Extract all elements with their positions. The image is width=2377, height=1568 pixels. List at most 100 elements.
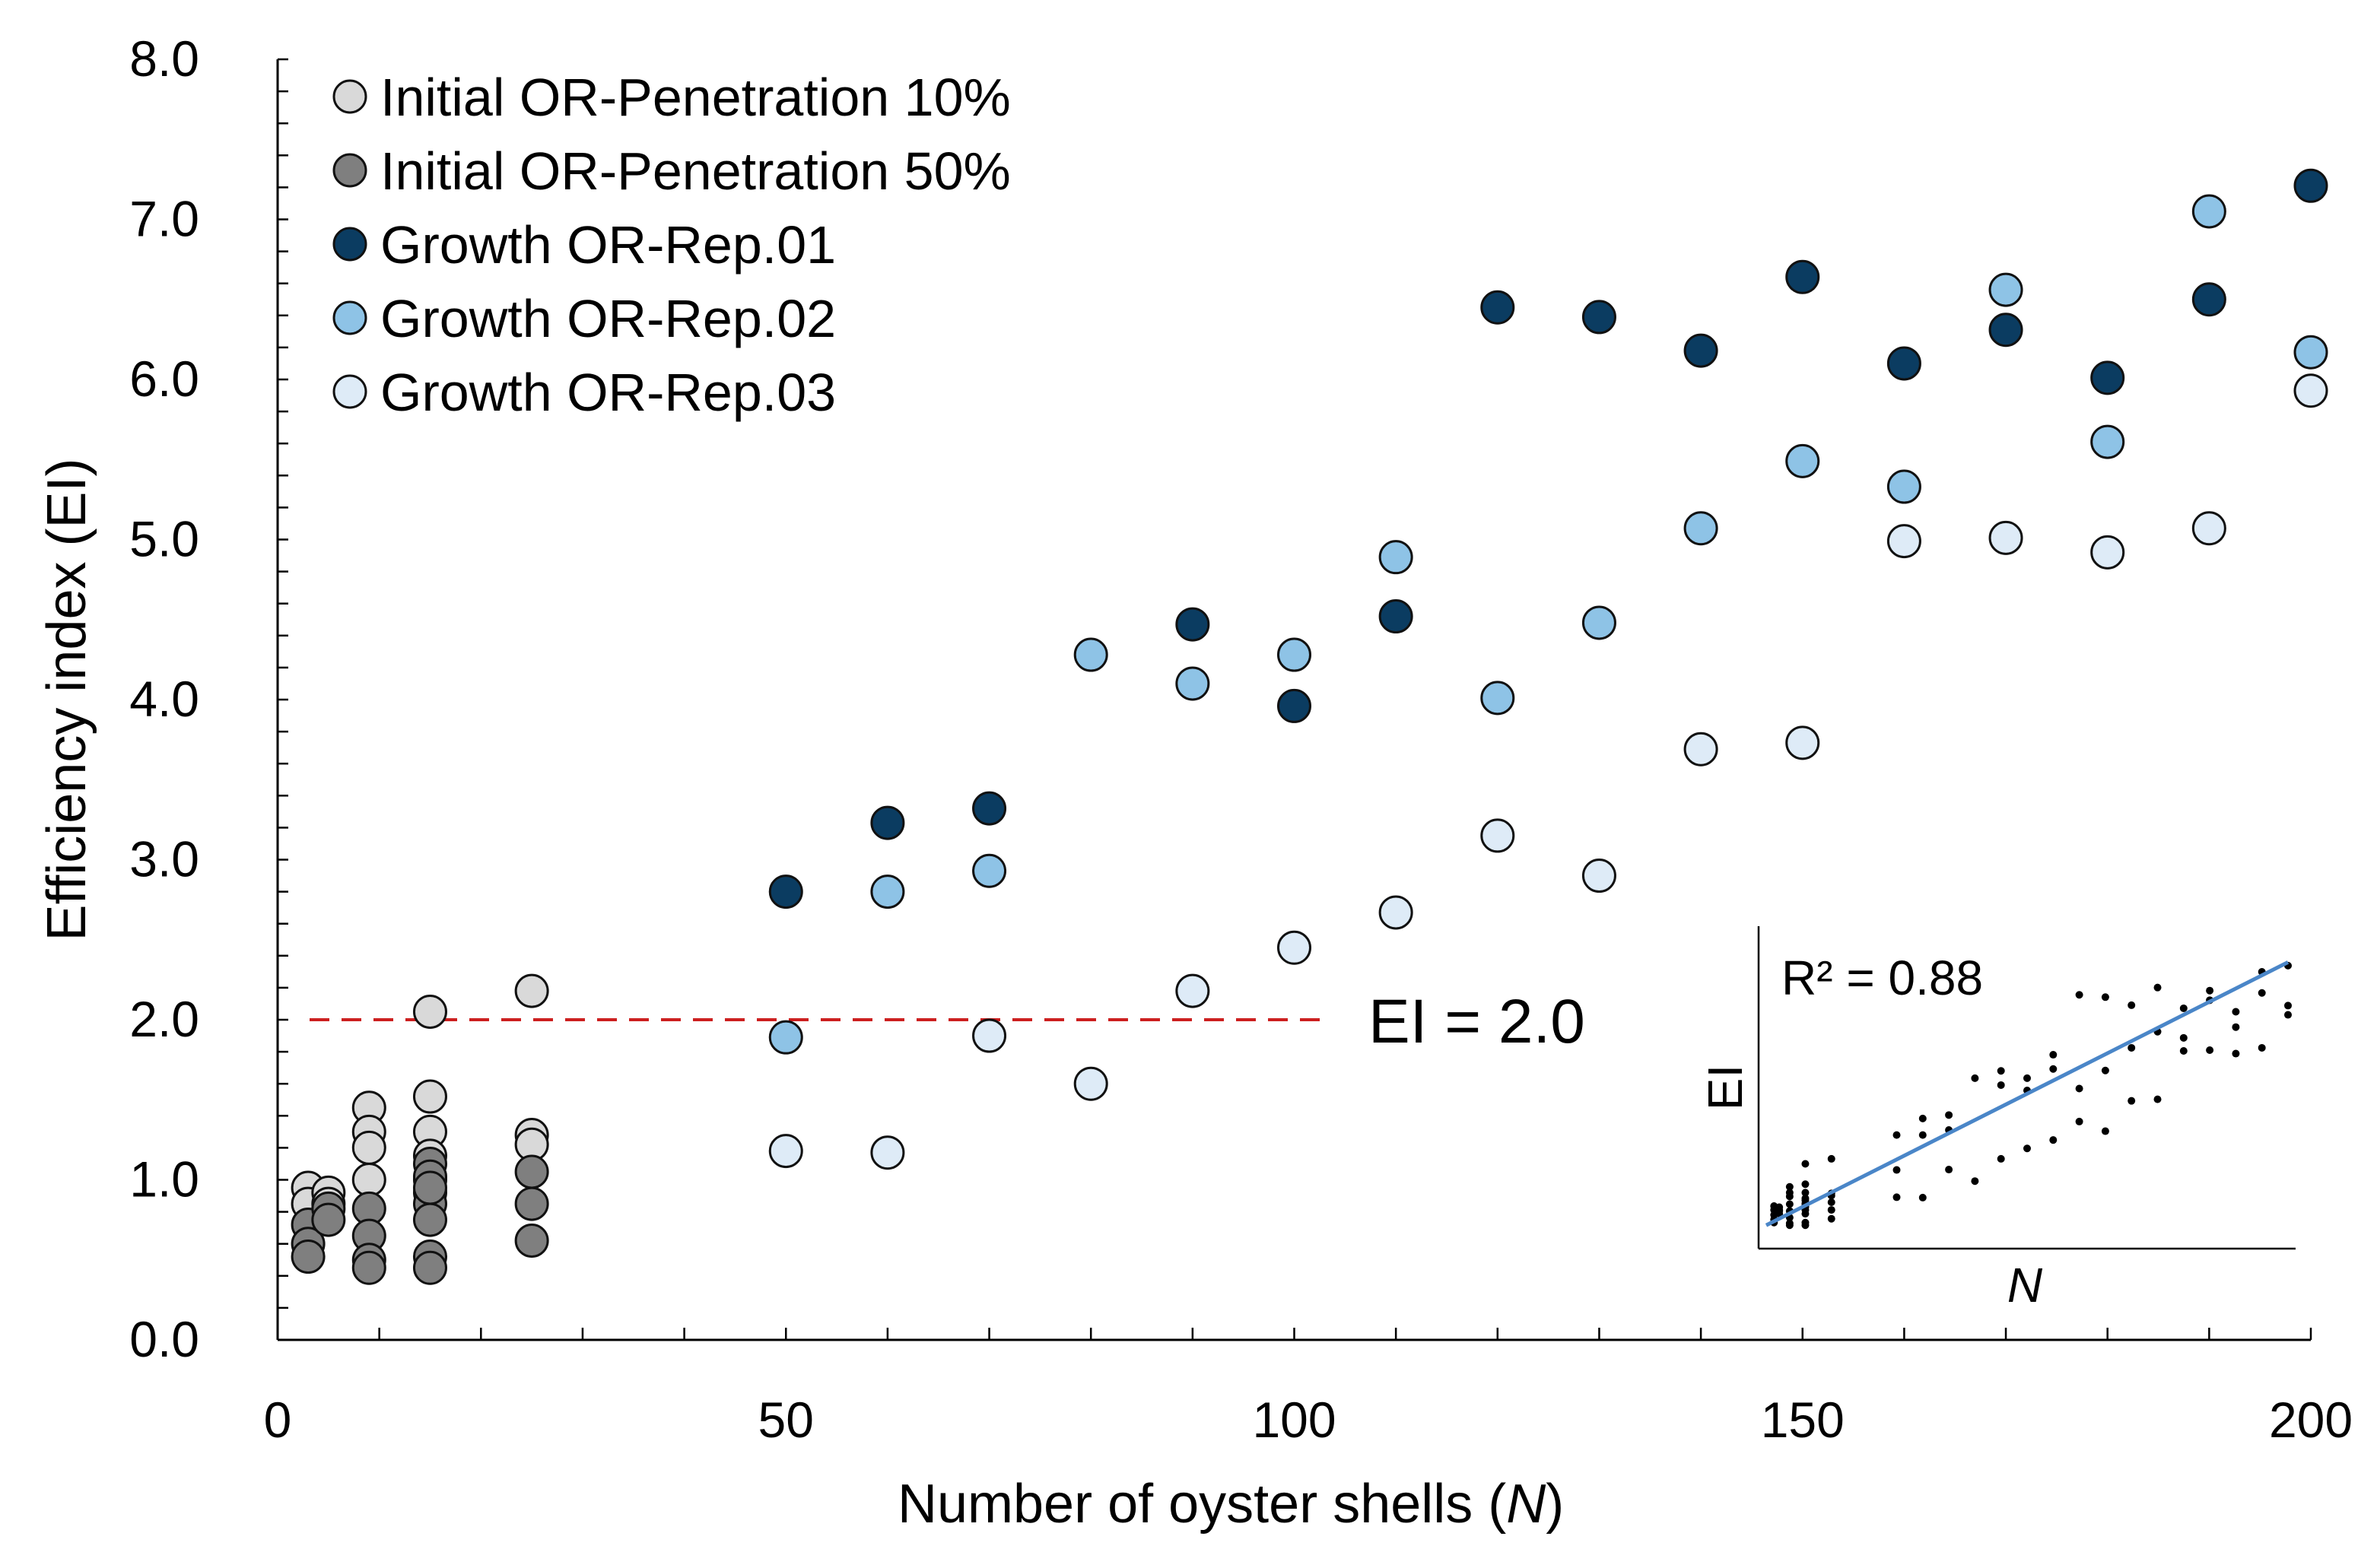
legend-marker-4 (332, 300, 367, 335)
inset-point (1827, 1198, 1835, 1206)
inset-point (1827, 1154, 1835, 1163)
inset-point (2049, 1136, 2058, 1144)
legend-label-4: Growth OR-Rep.02 (380, 289, 836, 348)
point-series-4 (1785, 443, 1820, 478)
inset-point (2128, 1001, 2136, 1009)
inset-x-label: N (2007, 1258, 2043, 1312)
point-series-5 (2090, 535, 2125, 570)
inset-point (1801, 1180, 1810, 1189)
point-series-5 (1581, 859, 1616, 894)
point-series-4 (1480, 681, 1515, 716)
reference-line-label: EI = 2.0 (1368, 987, 1585, 1056)
y-tick-label: 7.0 (129, 191, 199, 247)
inset-point (2179, 1004, 2188, 1012)
inset-point (2128, 1097, 2136, 1105)
inset-point (2023, 1144, 2031, 1153)
x-tick-label: 150 (1761, 1392, 1845, 1448)
inset-point (1918, 1193, 1927, 1201)
y-tick-label: 2.0 (129, 991, 199, 1047)
point-series-2 (412, 1202, 447, 1237)
inset-trendline (1765, 960, 2290, 1227)
inset-y-label: EI (1698, 1065, 1753, 1110)
point-series-4 (2090, 424, 2125, 459)
point-series-1 (412, 1079, 447, 1114)
inset-point (1801, 1189, 1810, 1197)
point-series-4 (1277, 637, 1311, 672)
y-tick-label: 5.0 (129, 511, 199, 567)
point-series-3 (972, 791, 1007, 826)
point-series-4 (1988, 272, 2023, 307)
inset-point (1801, 1160, 1810, 1168)
point-series-5 (1378, 895, 1413, 930)
point-series-5 (1683, 732, 1718, 767)
inset-point (2284, 1011, 2292, 1019)
inset-point (2206, 1046, 2214, 1054)
inset-point (2232, 1023, 2240, 1031)
point-series-2 (351, 1250, 386, 1285)
point-series-5 (768, 1134, 803, 1169)
point-series-4 (870, 874, 905, 909)
inset-r-squared: R² = 0.88 (1781, 951, 1983, 1005)
point-series-5 (972, 1018, 1007, 1053)
point-series-5 (1277, 930, 1311, 965)
data-points (291, 168, 2328, 1285)
point-series-4 (1073, 637, 1108, 672)
x-tick-labels: 0 50 100 150 200 (264, 1392, 2353, 1448)
legend-label-2: Initial OR-Penetration 50% (380, 141, 1011, 201)
inset-point (1997, 1081, 2005, 1089)
point-series-1 (351, 1130, 386, 1165)
inset-point (1945, 1111, 1953, 1119)
inset-point (1827, 1214, 1835, 1223)
point-series-5 (1073, 1066, 1108, 1101)
y-tick-label: 6.0 (129, 351, 199, 407)
y-tick-label: 0.0 (129, 1311, 199, 1367)
inset-point (1997, 1067, 2005, 1075)
inset-point (1918, 1131, 1927, 1139)
inset-point (1892, 1166, 1901, 1174)
inset-point (2101, 1066, 2109, 1074)
y-tick-label: 8.0 (129, 30, 199, 87)
inset-point (1801, 1221, 1810, 1230)
point-series-1 (351, 1163, 386, 1197)
inset-chart: R² = 0.88 N EI (1698, 926, 2296, 1312)
x-tick-label: 50 (758, 1392, 814, 1448)
inset-point (1801, 1210, 1810, 1218)
point-series-3 (1785, 259, 1820, 294)
inset-point (2101, 1127, 2109, 1135)
inset-point (1918, 1114, 1927, 1122)
point-series-2 (291, 1239, 326, 1274)
point-series-3 (1581, 300, 1616, 335)
inset-point (1785, 1182, 1794, 1191)
point-series-2 (514, 1186, 549, 1221)
y-axis-title: Efficiency index (EI) (37, 459, 97, 941)
point-series-4 (972, 853, 1007, 888)
minor-ticks (276, 58, 2312, 1341)
point-series-4 (1378, 540, 1413, 575)
y-tick-labels: 0.0 1.0 2.0 3.0 4.0 5.0 6.0 7.0 8.0 (129, 30, 199, 1367)
legend-marker-1 (332, 79, 367, 114)
x-tick-label: 100 (1252, 1392, 1336, 1448)
inset-points (1770, 961, 2292, 1230)
inset-point (2023, 1074, 2031, 1082)
x-tick-label: 0 (264, 1392, 292, 1448)
inset-point (1971, 1177, 1979, 1186)
inset-point (2232, 1008, 2240, 1016)
point-series-3 (1683, 333, 1718, 368)
point-series-3 (1378, 599, 1413, 634)
inset-point (1785, 1221, 1794, 1230)
point-series-5 (1480, 818, 1515, 853)
point-series-4 (1683, 511, 1718, 546)
point-series-5 (1785, 725, 1820, 760)
inset-point (2128, 1043, 2136, 1052)
inset-point (2258, 989, 2266, 997)
point-series-5 (1886, 524, 1921, 559)
point-series-3 (1277, 688, 1311, 723)
inset-point (2179, 1033, 2188, 1042)
point-series-5 (1175, 973, 1210, 1008)
point-series-4 (1581, 605, 1616, 640)
legend-marker-3 (332, 227, 367, 262)
inset-point (2049, 1051, 2058, 1059)
point-series-2 (311, 1202, 346, 1237)
point-series-5 (2191, 511, 2226, 546)
point-series-3 (870, 805, 905, 840)
